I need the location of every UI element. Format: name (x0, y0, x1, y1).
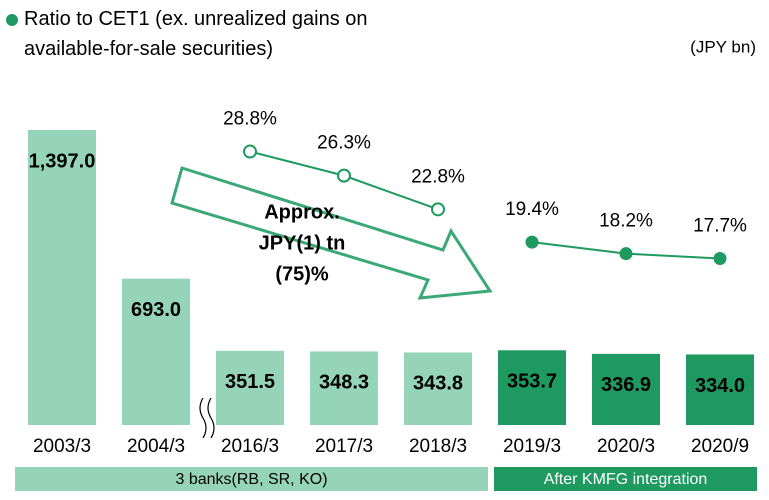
bar (216, 350, 284, 425)
line-marker (431, 202, 445, 217)
value-label: 334.0 (695, 375, 745, 397)
value-label: 348.3 (319, 372, 369, 394)
legend-label: Ratio to CET1 (ex. unrealized gains on a… (24, 8, 368, 60)
line-marker (337, 168, 351, 183)
line-value-label: 22.8% (411, 166, 465, 187)
line-value-label: 17.7% (693, 216, 747, 237)
x-tick-label: 2020/9 (691, 436, 749, 457)
bar (310, 351, 378, 425)
annotation: Approx. (264, 201, 340, 223)
value-label: 693.0 (131, 299, 181, 321)
line-marker (619, 247, 633, 261)
group-label: 3 banks(RB, SR, KO) (175, 471, 327, 488)
line-value-label: 19.4% (505, 199, 559, 220)
bar (498, 350, 566, 425)
group-band (15, 467, 488, 491)
value-label: 1,397.0 (29, 150, 96, 172)
annotation: (75)% (275, 263, 329, 285)
annotation: JPY(1) tn (259, 232, 346, 254)
x-tick-label: 2018/3 (409, 436, 467, 457)
legend: Ratio to CET1 (ex. unrealized gains on a… (24, 8, 368, 60)
group-band (494, 467, 757, 491)
arrow (170, 166, 493, 300)
line-value-label: 18.2% (599, 211, 653, 232)
x-tick-label: 2017/3 (315, 436, 373, 457)
unit-label: (JPY bn) (690, 37, 756, 56)
arrow-shape (170, 166, 493, 300)
value-label: 343.8 (413, 373, 463, 395)
axis-break (199, 397, 215, 439)
legend-marker (6, 14, 18, 26)
bar (28, 130, 96, 425)
x-tick-label: 2004/3 (127, 436, 185, 457)
x-tick-label: 2020/3 (597, 436, 655, 457)
value-label: 351.5 (225, 371, 275, 393)
line-value-label: 26.3% (317, 133, 371, 154)
x-tick-label: 2019/3 (503, 436, 561, 457)
line-value-label: 28.8% (223, 109, 277, 130)
bar (686, 354, 754, 425)
bar (404, 352, 472, 425)
value-label: 353.7 (507, 371, 557, 393)
bar (122, 278, 190, 425)
group-label: After KMFG integration (544, 471, 708, 488)
x-tick-label: 2003/3 (33, 436, 91, 457)
line-marker (525, 235, 539, 249)
value-label: 336.9 (601, 374, 651, 396)
x-tick-label: 2016/3 (221, 436, 279, 457)
line-marker (243, 144, 257, 159)
bar (592, 353, 660, 425)
line-marker (713, 251, 727, 265)
